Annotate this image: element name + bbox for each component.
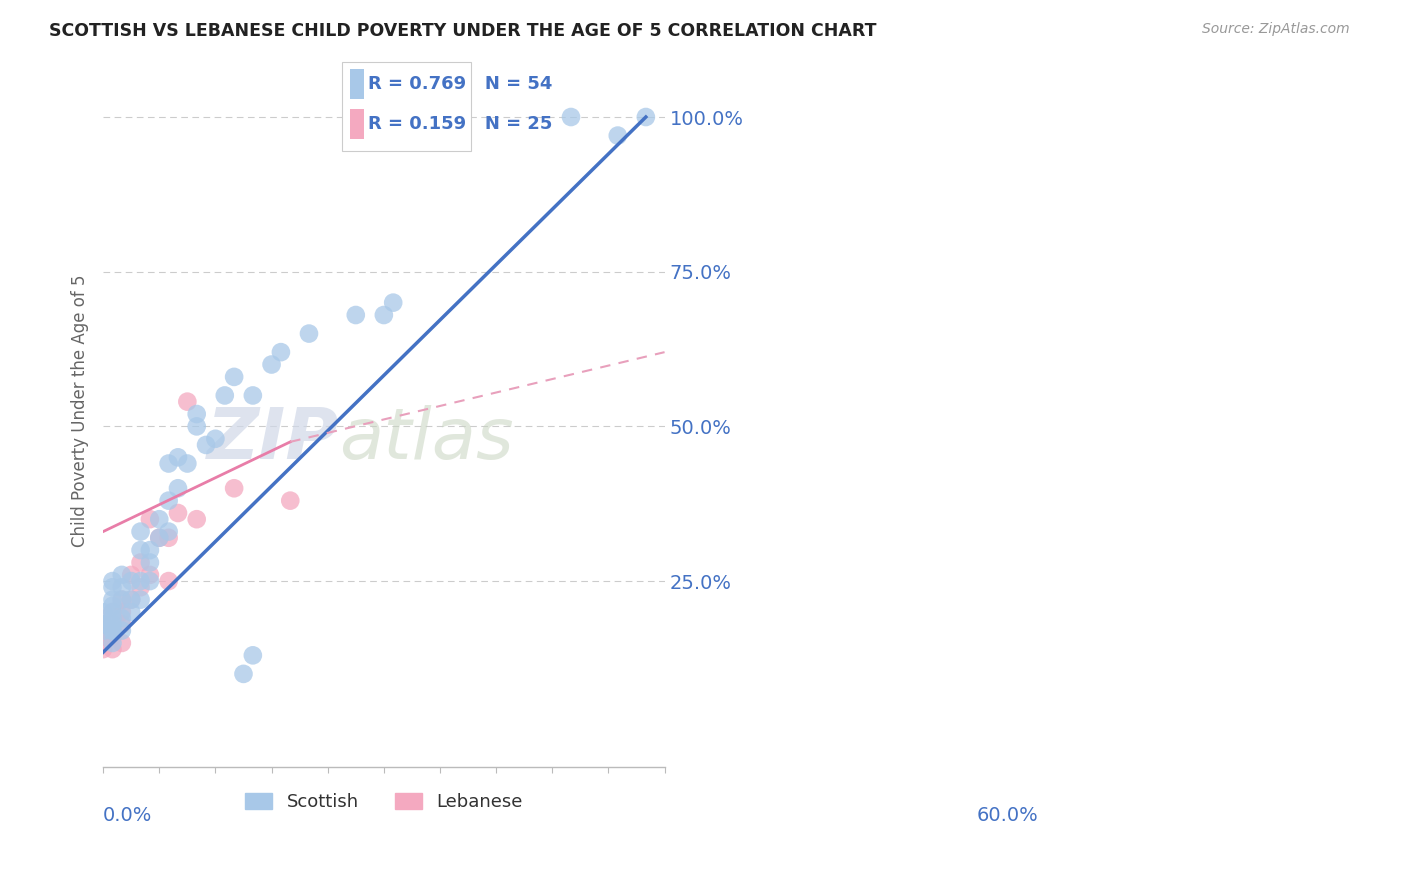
- Point: [101, 574, 124, 588]
- Point: [157, 457, 180, 471]
- Point: [148, 531, 170, 545]
- Point: [176, 394, 198, 409]
- Text: SCOTTISH VS LEBANESE CHILD POVERTY UNDER THE AGE OF 5 CORRELATION CHART: SCOTTISH VS LEBANESE CHILD POVERTY UNDER…: [49, 22, 877, 40]
- Text: Source: ZipAtlas.com: Source: ZipAtlas.com: [1202, 22, 1350, 37]
- Point: [111, 611, 134, 625]
- FancyBboxPatch shape: [350, 69, 364, 98]
- Point: [634, 110, 657, 124]
- Point: [91, 642, 114, 657]
- Point: [111, 605, 134, 619]
- Text: ZIP: ZIP: [207, 405, 339, 474]
- Text: 60.0%: 60.0%: [977, 805, 1039, 825]
- Point: [101, 605, 124, 619]
- Point: [101, 636, 124, 650]
- Point: [148, 512, 170, 526]
- Point: [101, 592, 124, 607]
- Point: [232, 666, 254, 681]
- Point: [214, 388, 236, 402]
- Point: [139, 574, 162, 588]
- Point: [176, 457, 198, 471]
- Point: [111, 567, 134, 582]
- Point: [157, 524, 180, 539]
- Y-axis label: Child Poverty Under the Age of 5: Child Poverty Under the Age of 5: [72, 275, 89, 547]
- Point: [129, 592, 152, 607]
- Point: [91, 605, 114, 619]
- Point: [382, 295, 405, 310]
- Point: [148, 531, 170, 545]
- Point: [101, 617, 124, 632]
- Point: [120, 605, 142, 619]
- Point: [129, 580, 152, 594]
- Point: [111, 624, 134, 638]
- Point: [111, 617, 134, 632]
- Point: [129, 524, 152, 539]
- Point: [167, 506, 190, 520]
- Point: [195, 438, 218, 452]
- Text: 0.0%: 0.0%: [103, 805, 152, 825]
- Point: [139, 567, 162, 582]
- Point: [204, 432, 226, 446]
- Legend: Scottish, Lebanese: Scottish, Lebanese: [238, 786, 530, 818]
- Point: [186, 512, 208, 526]
- Point: [373, 308, 395, 322]
- Point: [260, 358, 283, 372]
- Point: [91, 624, 114, 638]
- Point: [224, 370, 246, 384]
- Point: [298, 326, 321, 341]
- Point: [101, 599, 124, 613]
- Point: [91, 617, 114, 632]
- Point: [120, 592, 142, 607]
- Point: [129, 574, 152, 588]
- Point: [101, 617, 124, 632]
- Point: [157, 531, 180, 545]
- Point: [186, 407, 208, 421]
- Point: [242, 388, 264, 402]
- Point: [139, 543, 162, 558]
- Point: [224, 481, 246, 495]
- Point: [270, 345, 292, 359]
- Point: [111, 636, 134, 650]
- Point: [242, 648, 264, 663]
- Point: [186, 419, 208, 434]
- Point: [120, 567, 142, 582]
- Text: atlas: atlas: [339, 405, 513, 474]
- Point: [344, 308, 367, 322]
- Point: [101, 624, 124, 638]
- Point: [129, 556, 152, 570]
- FancyBboxPatch shape: [342, 62, 471, 152]
- Point: [157, 493, 180, 508]
- Point: [111, 592, 134, 607]
- Point: [167, 450, 190, 465]
- Point: [606, 128, 628, 143]
- Point: [101, 630, 124, 644]
- Point: [167, 481, 190, 495]
- Point: [101, 605, 124, 619]
- Point: [101, 624, 124, 638]
- Point: [278, 493, 301, 508]
- Point: [120, 574, 142, 588]
- Point: [139, 556, 162, 570]
- Point: [129, 543, 152, 558]
- Point: [101, 580, 124, 594]
- FancyBboxPatch shape: [350, 109, 364, 139]
- Point: [111, 580, 134, 594]
- Point: [91, 630, 114, 644]
- Text: R = 0.159   N = 25: R = 0.159 N = 25: [368, 115, 553, 133]
- Point: [120, 592, 142, 607]
- Point: [101, 642, 124, 657]
- Text: R = 0.769   N = 54: R = 0.769 N = 54: [368, 75, 553, 93]
- Point: [560, 110, 582, 124]
- Point: [111, 592, 134, 607]
- Point: [101, 611, 124, 625]
- Point: [139, 512, 162, 526]
- Point: [157, 574, 180, 588]
- Point: [91, 617, 114, 632]
